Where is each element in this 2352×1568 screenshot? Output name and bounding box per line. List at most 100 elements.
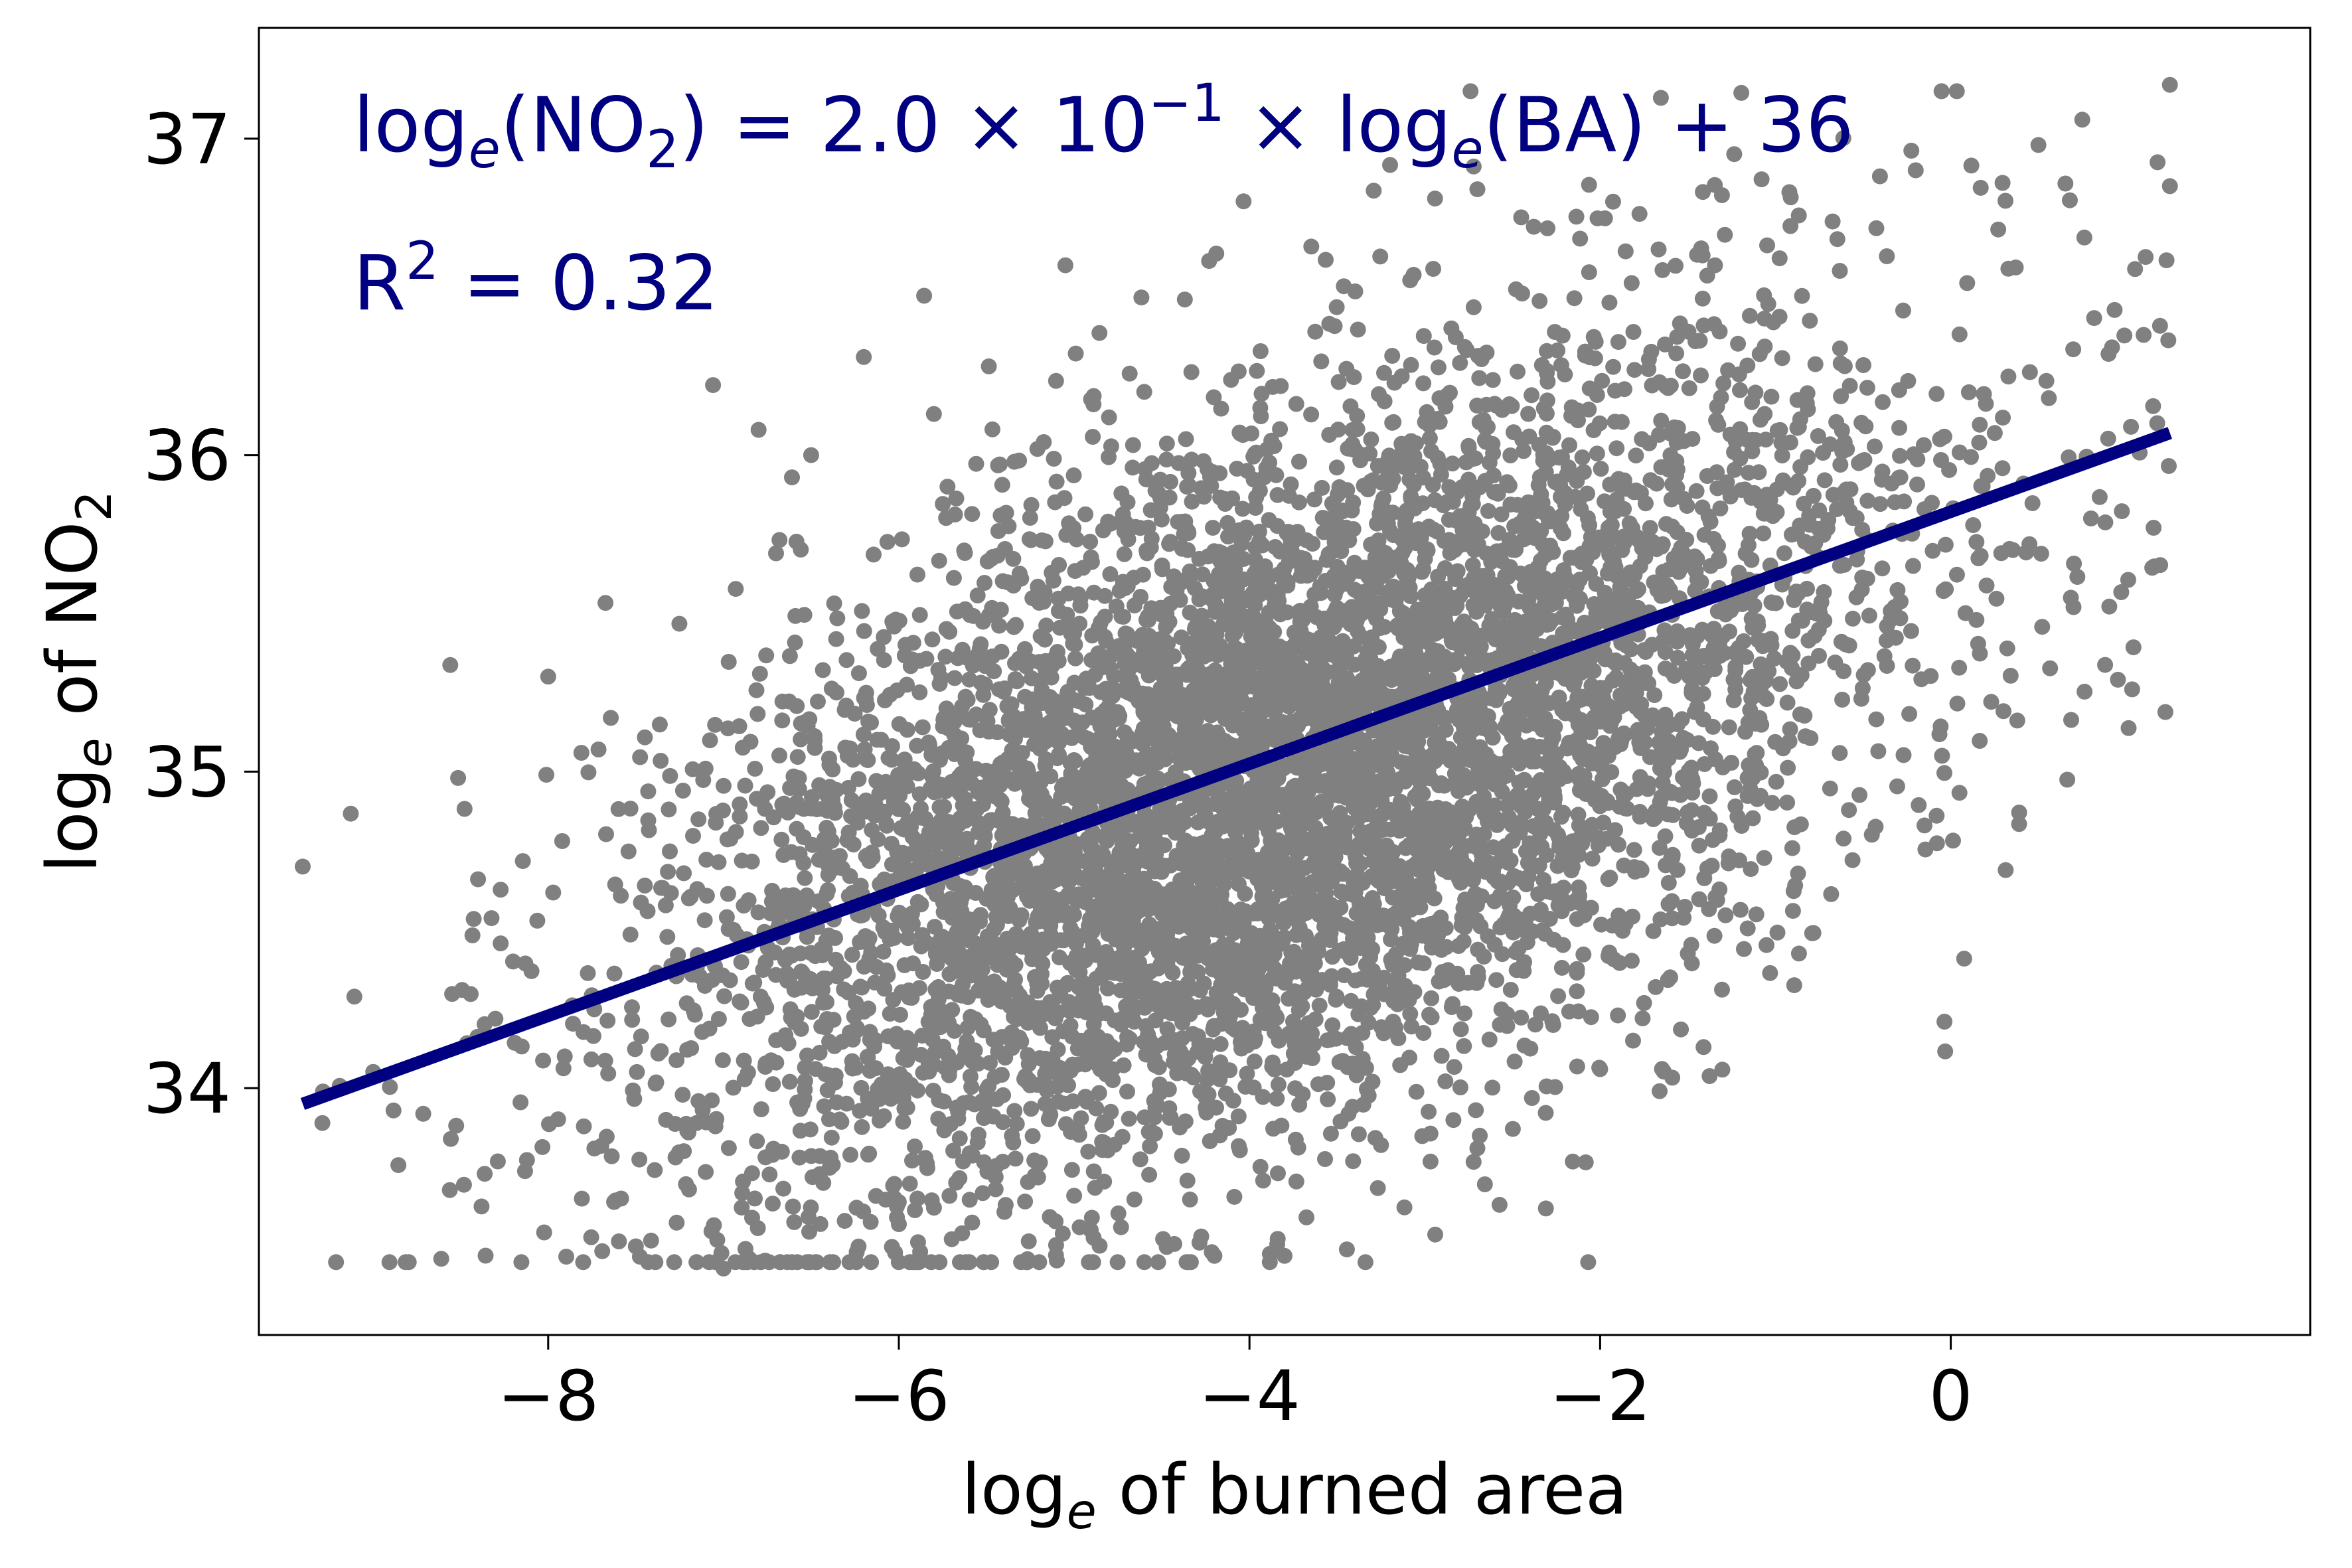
scatter-point xyxy=(1509,497,1526,513)
scatter-point xyxy=(1345,1153,1362,1170)
scatter-point xyxy=(343,805,359,822)
scatter-point xyxy=(2097,514,2114,530)
scatter-point xyxy=(1141,1032,1158,1048)
scatter-point xyxy=(1201,253,1217,270)
scatter-point xyxy=(1678,532,1695,548)
scatter-point xyxy=(483,910,500,927)
scatter-point xyxy=(1983,694,1999,710)
scatter-point xyxy=(1833,633,1849,650)
scatter-point xyxy=(1338,1241,1355,1258)
scatter-point xyxy=(1484,372,1501,388)
scatter-point xyxy=(2149,415,2165,431)
scatter-point xyxy=(1243,1026,1259,1042)
scatter-point xyxy=(643,1232,659,1249)
scatter-point xyxy=(781,648,798,665)
scatter-point xyxy=(1615,788,1632,805)
scatter-point xyxy=(794,965,811,981)
scatter-point xyxy=(1652,1083,1668,1099)
scatter-point xyxy=(1875,394,1891,410)
scatter-point xyxy=(1581,177,1597,193)
scatter-point xyxy=(1383,921,1400,937)
scatter-point xyxy=(1796,708,1813,724)
scatter-point xyxy=(1513,209,1529,226)
scatter-point xyxy=(775,1180,791,1197)
scatter-point xyxy=(1020,1233,1037,1249)
scatter-point xyxy=(1624,953,1640,969)
scatter-point xyxy=(1135,566,1151,583)
scatter-point xyxy=(456,801,473,817)
scatter-point xyxy=(902,1176,918,1192)
scatter-point xyxy=(1972,416,1988,433)
scatter-point xyxy=(1889,778,1905,795)
scatter-point xyxy=(1909,451,1926,467)
scatter-point xyxy=(314,1115,331,1131)
scatter-point xyxy=(1067,345,1084,362)
scatter-point xyxy=(2077,683,2093,700)
scatter-point xyxy=(1868,711,1885,728)
scatter-point xyxy=(1397,939,1413,955)
scatter-point xyxy=(1198,1104,1215,1121)
scatter-point xyxy=(1641,435,1658,451)
scatter-point xyxy=(946,1022,963,1039)
scatter-point xyxy=(720,654,737,670)
scatter-point xyxy=(1437,1073,1454,1089)
scatter-point xyxy=(838,652,855,668)
scatter-point xyxy=(2138,249,2154,266)
scatter-point xyxy=(2127,261,2144,277)
scatter-point xyxy=(653,880,669,896)
scatter-point xyxy=(576,1118,592,1135)
scatter-point xyxy=(1670,649,1686,666)
scatter-point xyxy=(945,570,962,586)
scatter-point xyxy=(1963,157,1980,174)
scatter-point xyxy=(1743,861,1759,878)
scatter-point xyxy=(1585,663,1602,679)
scatter-point xyxy=(1782,721,1798,738)
scatter-point xyxy=(2120,572,2136,588)
scatter-point xyxy=(1823,886,1840,902)
scatter-point xyxy=(1493,506,1510,522)
scatter-point xyxy=(1530,886,1547,902)
scatter-point xyxy=(1288,1173,1304,1190)
scatter-point xyxy=(1549,858,1566,874)
scatter-point xyxy=(1051,949,1067,966)
scatter-point xyxy=(844,947,860,963)
scatter-point xyxy=(493,935,509,952)
scatter-point xyxy=(1998,862,2014,878)
scatter-point xyxy=(1555,525,1571,542)
scatter-point xyxy=(896,957,913,973)
scatter-point xyxy=(1879,248,1895,264)
scatter-point xyxy=(1569,983,1585,1000)
scatter-point xyxy=(1699,268,1715,284)
scatter-point xyxy=(1162,702,1179,719)
scatter-point xyxy=(1085,429,1101,445)
scatter-point xyxy=(895,1050,911,1067)
scatter-point xyxy=(1652,794,1668,811)
scatter-point xyxy=(1654,536,1671,552)
scatter-point xyxy=(1421,1103,1437,1120)
scatter-point xyxy=(1933,83,1950,100)
scatter-point xyxy=(433,1251,449,1267)
scatter-point xyxy=(1589,445,1605,462)
scatter-point xyxy=(1802,313,1818,329)
scatter-point xyxy=(1978,578,1995,593)
scatter-point xyxy=(1771,250,1788,267)
scatter-point xyxy=(994,477,1010,493)
scatter-point xyxy=(909,566,925,583)
scatter-point xyxy=(894,531,910,548)
scatter-point xyxy=(1465,299,1482,315)
scatter-point xyxy=(1625,324,1642,340)
scatter-point xyxy=(1047,494,1063,510)
scatter-point xyxy=(823,680,840,697)
scatter-point xyxy=(2124,681,2140,698)
scatter-point xyxy=(1740,537,1757,554)
scatter-point xyxy=(1146,746,1162,762)
scatter-point xyxy=(861,1145,878,1162)
scatter-point xyxy=(744,1165,760,1182)
scatter-point xyxy=(716,988,733,1004)
scatter-point xyxy=(751,665,768,682)
scatter-point xyxy=(1617,243,1634,260)
scatter-point xyxy=(1566,290,1583,307)
scatter-point xyxy=(815,662,831,678)
scatter-point xyxy=(1384,414,1401,431)
scatter-point xyxy=(761,1166,778,1183)
